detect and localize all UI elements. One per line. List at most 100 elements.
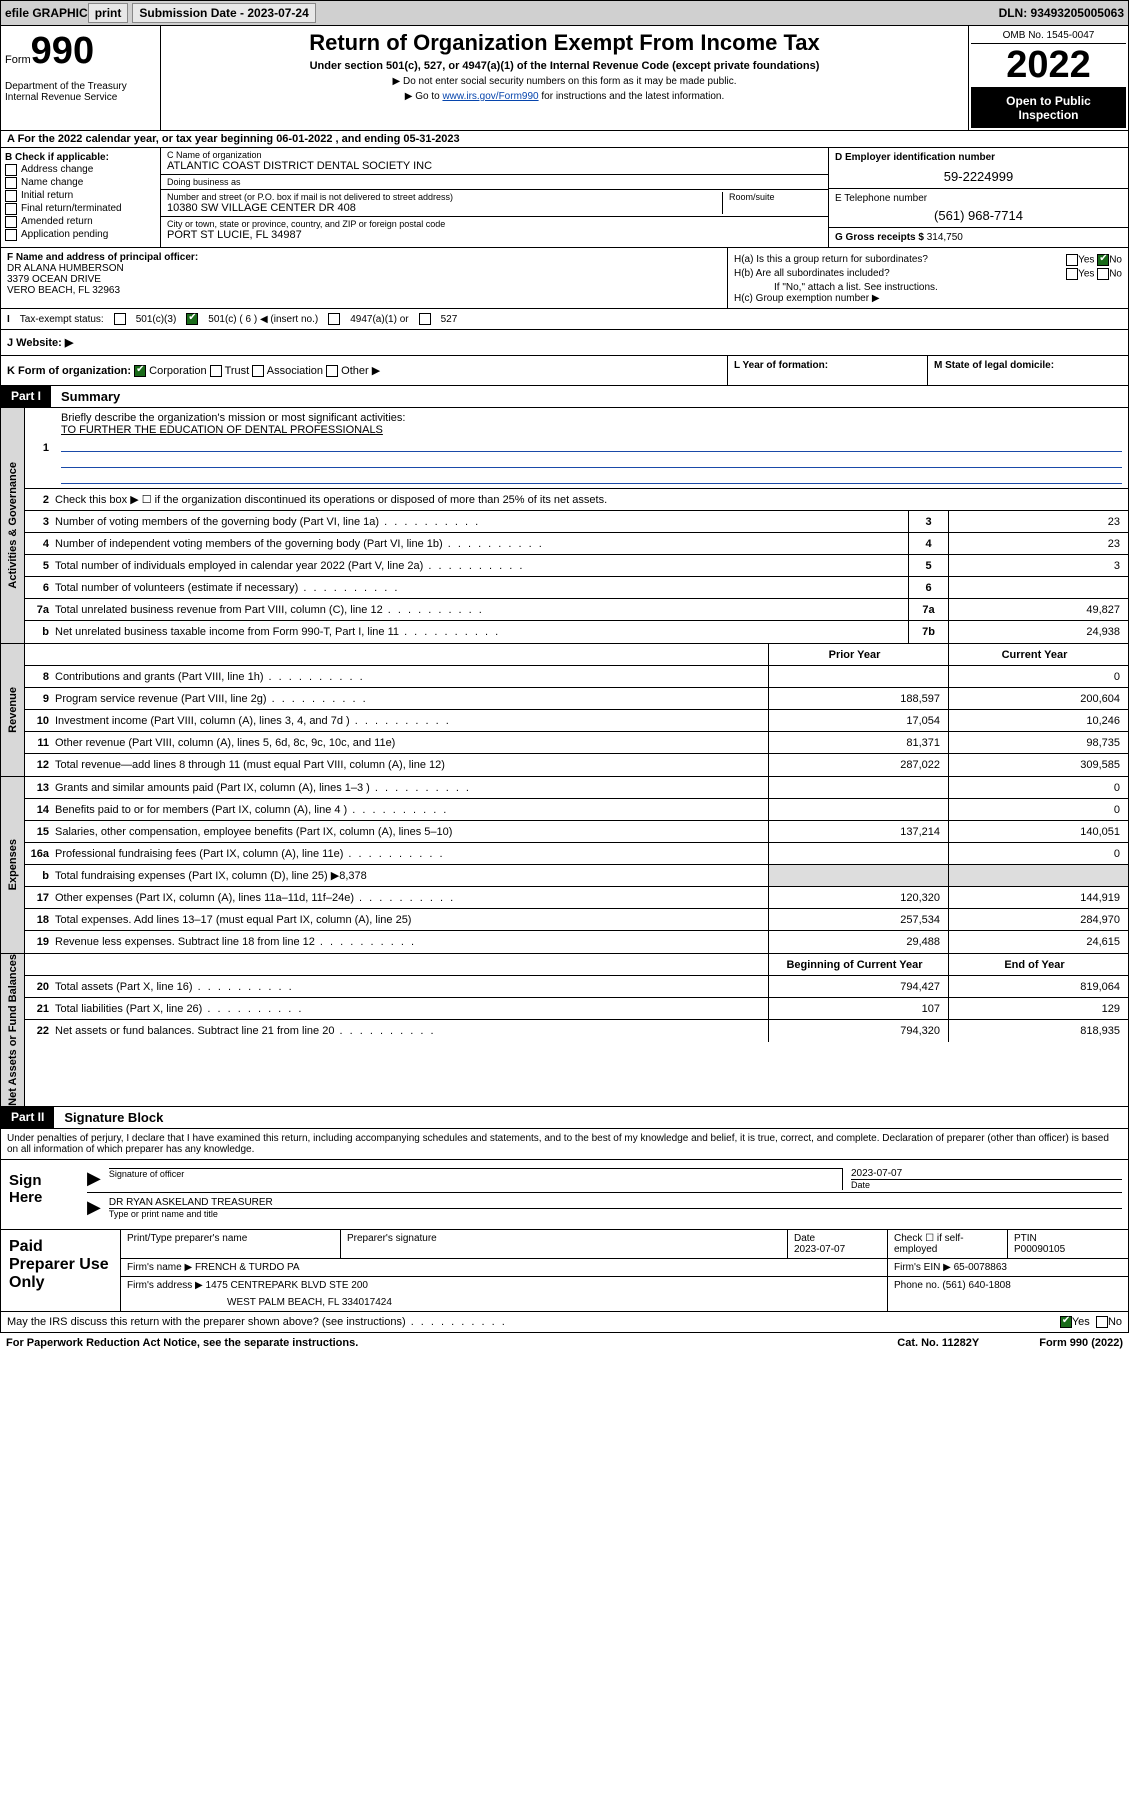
firm-addr-label: Firm's address ▶ xyxy=(127,1280,203,1291)
col-b-header: B Check if applicable: xyxy=(5,152,156,163)
chk-application-pending[interactable]: Application pending xyxy=(5,229,156,241)
chk-label: Name change xyxy=(21,177,83,189)
ha-no-checked[interactable] xyxy=(1097,254,1109,266)
type-print-label: Type or print name and title xyxy=(109,1208,1122,1219)
efile-label: efile GRAPHIC xyxy=(5,6,88,20)
line-5-box: 5 xyxy=(908,555,948,576)
sect-expenses: Expenses 13Grants and similar amounts pa… xyxy=(0,777,1129,954)
chk-other[interactable] xyxy=(326,365,338,377)
irs-link[interactable]: www.irs.gov/Form990 xyxy=(442,91,538,102)
chk-trust[interactable] xyxy=(210,365,222,377)
chk-address-change[interactable]: Address change xyxy=(5,164,156,176)
officer-addr2: VERO BEACH, FL 32963 xyxy=(7,285,721,296)
line-19-curr: 24,615 xyxy=(948,931,1128,953)
line-11-num: 11 xyxy=(25,737,55,749)
line-8-curr: 0 xyxy=(948,666,1128,687)
chk-4947[interactable] xyxy=(328,313,340,325)
info-grid: B Check if applicable: Address change Na… xyxy=(0,148,1129,248)
firm-addr2: WEST PALM BEACH, FL 334017424 xyxy=(127,1297,881,1308)
hdr-prior: Prior Year xyxy=(768,644,948,665)
line-14-prior xyxy=(768,799,948,820)
chk-initial-return[interactable]: Initial return xyxy=(5,190,156,202)
line-4-val: 23 xyxy=(948,533,1128,554)
open-public-badge: Open to Public Inspection xyxy=(971,88,1126,128)
form-number: 990 xyxy=(31,30,94,72)
line-7b-text: Net unrelated business taxable income fr… xyxy=(55,624,908,640)
line-17-prior: 120,320 xyxy=(768,887,948,908)
opt-4947: 4947(a)(1) or xyxy=(350,314,408,325)
line-6-box: 6 xyxy=(908,577,948,598)
no-label: No xyxy=(1108,1316,1122,1328)
no-label: No xyxy=(1109,255,1122,266)
line-12-num: 12 xyxy=(25,759,55,771)
gross-value: 314,750 xyxy=(927,232,963,243)
discuss-no[interactable] xyxy=(1096,1316,1108,1328)
line-20-num: 20 xyxy=(25,981,55,993)
city-value: PORT ST LUCIE, FL 34987 xyxy=(167,229,822,241)
sect-governance: Activities & Governance 1 Briefly descri… xyxy=(0,408,1129,644)
hc-label: H(c) Group exemption number ▶ xyxy=(734,293,1122,304)
line-7b-val: 24,938 xyxy=(948,621,1128,643)
submission-date: Submission Date - 2023-07-24 xyxy=(132,3,315,23)
line-7a-num: 7a xyxy=(25,604,55,616)
line-6-text: Total number of volunteers (estimate if … xyxy=(55,580,908,596)
col-de: D Employer identification number 59-2224… xyxy=(828,148,1128,247)
line-12-prior: 287,022 xyxy=(768,754,948,776)
chk-amended-return[interactable]: Amended return xyxy=(5,216,156,228)
footer-pra: For Paperwork Reduction Act Notice, see … xyxy=(0,1333,1129,1353)
line-10-text: Investment income (Part VIII, column (A)… xyxy=(55,713,768,729)
part2-title: Signature Block xyxy=(54,1107,173,1128)
line-18-prior: 257,534 xyxy=(768,909,948,930)
yes-label: Yes xyxy=(1072,1316,1090,1328)
line-4-box: 4 xyxy=(908,533,948,554)
line-15-text: Salaries, other compensation, employee b… xyxy=(55,824,768,840)
line-5-text: Total number of individuals employed in … xyxy=(55,558,908,574)
chk-label: Application pending xyxy=(21,229,108,241)
line-17-num: 17 xyxy=(25,892,55,904)
form-subtitle: Under section 501(c), 527, or 4947(a)(1)… xyxy=(169,60,960,72)
chk-association[interactable] xyxy=(252,365,264,377)
opt-trust: Trust xyxy=(225,365,250,377)
form-note-2: ▶ Go to www.irs.gov/Form990 for instruct… xyxy=(169,91,960,102)
cat-no: Cat. No. 11282Y xyxy=(897,1337,979,1349)
chk-name-change[interactable]: Name change xyxy=(5,177,156,189)
line-12-text: Total revenue—add lines 8 through 11 (mu… xyxy=(55,757,768,773)
line-17-curr: 144,919 xyxy=(948,887,1128,908)
sect-netassets: Net Assets or Fund Balances Beginning of… xyxy=(0,954,1129,1107)
form-990-footer: Form 990 (2022) xyxy=(1039,1337,1123,1349)
line-7b-num: b xyxy=(25,626,55,638)
chk-501c3[interactable] xyxy=(114,313,126,325)
line-14-text: Benefits paid to or for members (Part IX… xyxy=(55,802,768,818)
chk-final-return[interactable]: Final return/terminated xyxy=(5,203,156,215)
line-12-curr: 309,585 xyxy=(948,754,1128,776)
paid-preparer-block: Paid Preparer Use Only Print/Type prepar… xyxy=(0,1230,1129,1312)
discuss-yes-checked[interactable] xyxy=(1060,1316,1072,1328)
omb-number: OMB No. 1545-0047 xyxy=(971,28,1126,44)
firm-name-val: FRENCH & TURDO PA xyxy=(195,1262,300,1273)
line-16b-num: b xyxy=(25,870,55,882)
print-button[interactable]: print xyxy=(88,3,129,23)
vtab-revenue: Revenue xyxy=(1,644,25,776)
form-title: Return of Organization Exempt From Incom… xyxy=(169,30,960,56)
line-7a-val: 49,827 xyxy=(948,599,1128,620)
city-row: City or town, state or province, country… xyxy=(161,217,828,243)
line-21-curr: 129 xyxy=(948,998,1128,1019)
line-13-text: Grants and similar amounts paid (Part IX… xyxy=(55,780,768,796)
opt-other: Other ▶ xyxy=(341,365,380,377)
chk-corporation[interactable] xyxy=(134,365,146,377)
line-20-curr: 819,064 xyxy=(948,976,1128,997)
preparer-date-val: 2023-07-07 xyxy=(794,1244,845,1255)
chk-501c[interactable] xyxy=(186,313,198,325)
hb-label: H(b) Are all subordinates included? xyxy=(734,268,890,280)
org-name-row: C Name of organization ATLANTIC COAST DI… xyxy=(161,148,828,175)
preparer-date-hdr: Date xyxy=(794,1233,815,1244)
opt-corp: Corporation xyxy=(149,365,206,377)
chk-527[interactable] xyxy=(419,313,431,325)
line-4-text: Number of independent voting members of … xyxy=(55,536,908,552)
phone-cell: E Telephone number (561) 968-7714 xyxy=(829,189,1128,228)
section-a-period: A For the 2022 calendar year, or tax yea… xyxy=(0,131,1129,148)
opt-assoc: Association xyxy=(267,365,323,377)
opt-501c: 501(c) ( 6 ) ◀ (insert no.) xyxy=(208,314,318,325)
pra-text: For Paperwork Reduction Act Notice, see … xyxy=(6,1337,897,1349)
officer-cell: F Name and address of principal officer:… xyxy=(1,248,728,308)
